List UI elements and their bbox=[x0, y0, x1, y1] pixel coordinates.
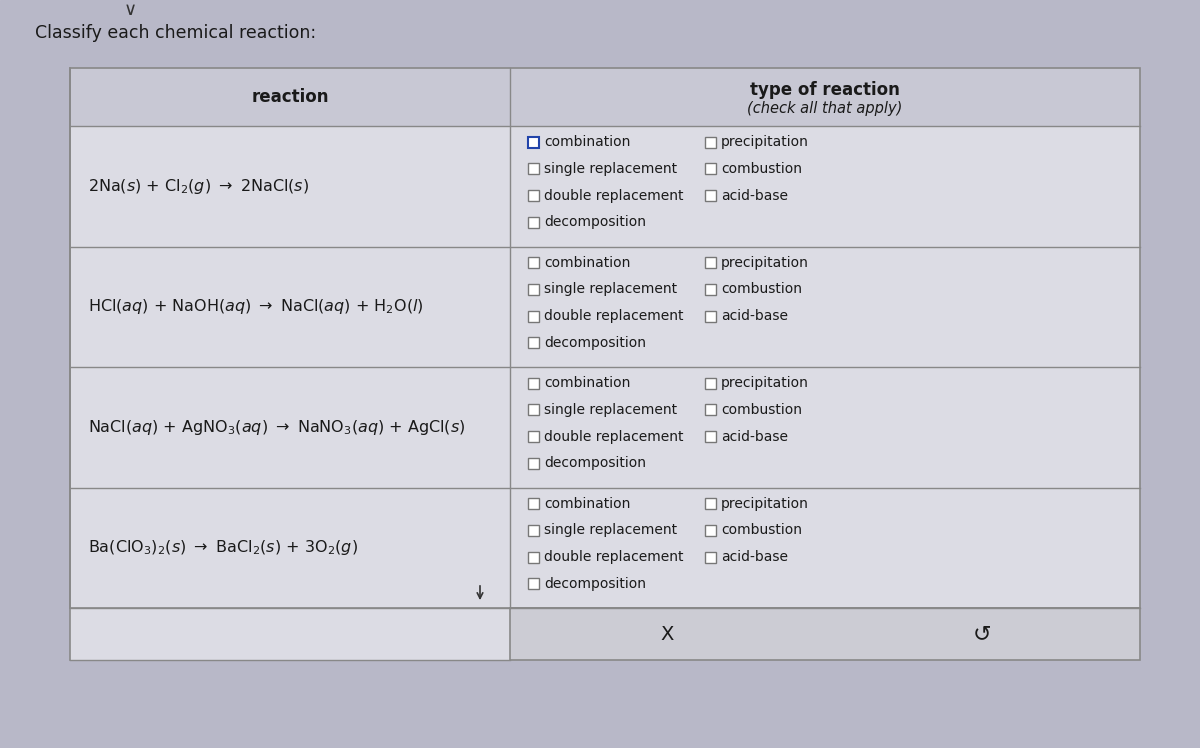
Bar bbox=[528, 163, 539, 174]
Text: (check all that apply): (check all that apply) bbox=[748, 101, 902, 116]
Text: decomposition: decomposition bbox=[544, 336, 646, 350]
Bar bbox=[706, 431, 716, 442]
Text: reaction: reaction bbox=[251, 88, 329, 106]
Text: acid-base: acid-base bbox=[721, 429, 788, 444]
Bar bbox=[528, 190, 539, 201]
Text: acid-base: acid-base bbox=[721, 188, 788, 203]
Text: single replacement: single replacement bbox=[544, 282, 677, 296]
Text: combustion: combustion bbox=[721, 282, 802, 296]
Text: X: X bbox=[661, 625, 674, 643]
Bar bbox=[528, 458, 539, 469]
Text: combination: combination bbox=[544, 256, 630, 269]
Bar bbox=[528, 378, 539, 388]
Bar bbox=[528, 257, 539, 268]
Bar bbox=[528, 337, 539, 349]
Bar bbox=[706, 163, 716, 174]
Bar bbox=[706, 405, 716, 415]
Bar bbox=[70, 68, 1140, 608]
Text: combination: combination bbox=[544, 497, 630, 511]
Bar bbox=[528, 283, 539, 295]
Bar bbox=[528, 578, 539, 589]
Bar bbox=[528, 217, 539, 228]
Text: double replacement: double replacement bbox=[544, 188, 684, 203]
Text: double replacement: double replacement bbox=[544, 309, 684, 323]
Bar bbox=[528, 310, 539, 322]
Text: 2Na($s$) + Cl$_2$($g$) $\rightarrow$ 2NaCl($s$): 2Na($s$) + Cl$_2$($g$) $\rightarrow$ 2Na… bbox=[88, 177, 310, 196]
Text: type of reaction: type of reaction bbox=[750, 81, 900, 99]
Bar bbox=[528, 525, 539, 536]
Text: NaCl($aq$) + AgNO$_3$($aq$) $\rightarrow$ NaNO$_3$($aq$) + AgCl($s$): NaCl($aq$) + AgNO$_3$($aq$) $\rightarrow… bbox=[88, 417, 466, 437]
Bar bbox=[706, 257, 716, 268]
Text: combination: combination bbox=[544, 376, 630, 390]
Text: precipitation: precipitation bbox=[721, 256, 809, 269]
Bar bbox=[706, 498, 716, 509]
Bar bbox=[528, 551, 539, 562]
Bar bbox=[706, 137, 716, 147]
Text: combination: combination bbox=[544, 135, 630, 149]
Bar bbox=[706, 378, 716, 388]
Bar bbox=[528, 405, 539, 415]
Text: precipitation: precipitation bbox=[721, 376, 809, 390]
Text: decomposition: decomposition bbox=[544, 456, 646, 470]
Bar bbox=[528, 431, 539, 442]
Text: single replacement: single replacement bbox=[544, 162, 677, 176]
Text: precipitation: precipitation bbox=[721, 497, 809, 511]
Bar bbox=[70, 608, 510, 660]
Text: ∨: ∨ bbox=[124, 1, 137, 19]
Text: decomposition: decomposition bbox=[544, 577, 646, 591]
Bar bbox=[706, 190, 716, 201]
Text: double replacement: double replacement bbox=[544, 429, 684, 444]
Text: combustion: combustion bbox=[721, 162, 802, 176]
Text: Classify each chemical reaction:: Classify each chemical reaction: bbox=[35, 24, 316, 42]
Bar bbox=[528, 137, 539, 147]
Bar bbox=[706, 525, 716, 536]
Text: combustion: combustion bbox=[721, 403, 802, 417]
Bar bbox=[706, 310, 716, 322]
Bar bbox=[706, 283, 716, 295]
Bar bbox=[706, 551, 716, 562]
Bar bbox=[528, 498, 539, 509]
Text: decomposition: decomposition bbox=[544, 215, 646, 230]
Text: combustion: combustion bbox=[721, 524, 802, 537]
Text: single replacement: single replacement bbox=[544, 524, 677, 537]
Bar bbox=[510, 608, 1140, 660]
Text: acid-base: acid-base bbox=[721, 309, 788, 323]
Text: Ba(ClO$_3$)$_2$($s$) $\rightarrow$ BaCl$_2$($s$) + 3O$_2$($g$): Ba(ClO$_3$)$_2$($s$) $\rightarrow$ BaCl$… bbox=[88, 539, 358, 557]
Bar bbox=[70, 68, 1140, 608]
Text: double replacement: double replacement bbox=[544, 550, 684, 564]
Text: ↺: ↺ bbox=[973, 624, 992, 644]
Text: HCl($aq$) + NaOH($aq$) $\rightarrow$ NaCl($aq$) + H$_2$O($l$): HCl($aq$) + NaOH($aq$) $\rightarrow$ NaC… bbox=[88, 297, 424, 316]
Text: precipitation: precipitation bbox=[721, 135, 809, 149]
Text: acid-base: acid-base bbox=[721, 550, 788, 564]
Bar bbox=[70, 68, 1140, 126]
Text: single replacement: single replacement bbox=[544, 403, 677, 417]
